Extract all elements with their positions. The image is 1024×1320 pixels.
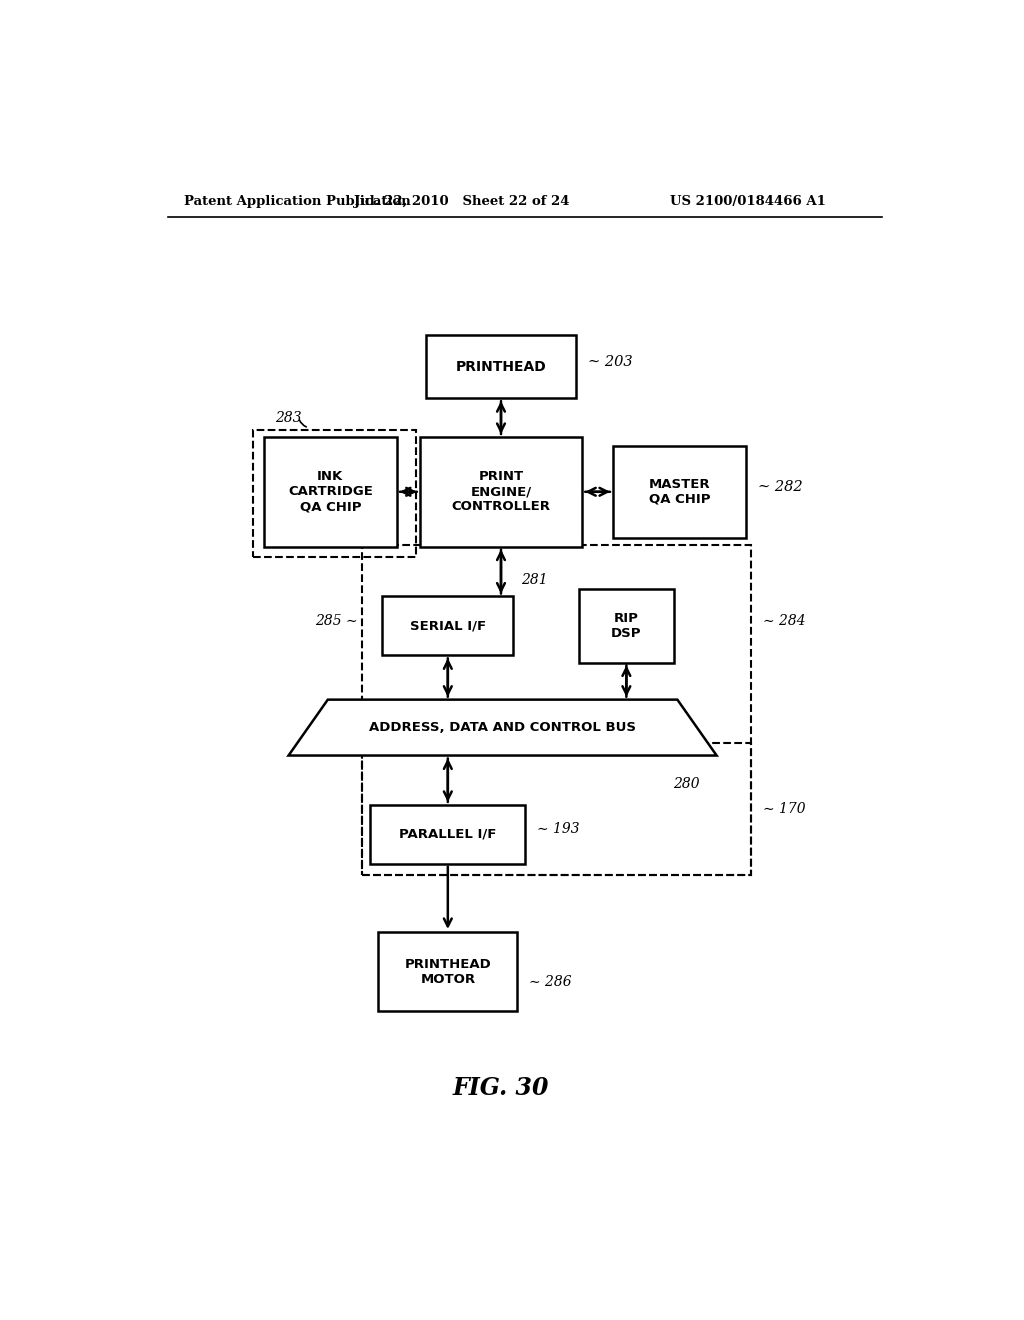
Text: SERIAL I/F: SERIAL I/F <box>410 619 485 632</box>
Text: ∼ 284: ∼ 284 <box>763 614 806 628</box>
Text: 285 ∼: 285 ∼ <box>315 614 358 628</box>
Text: ∼ 286: ∼ 286 <box>529 974 571 989</box>
Bar <box>362 545 751 875</box>
Text: ∼ 170: ∼ 170 <box>763 801 806 816</box>
Text: 280: 280 <box>673 777 699 791</box>
Bar <box>253 430 416 557</box>
Text: US 2100/0184466 A1: US 2100/0184466 A1 <box>671 194 826 207</box>
Text: RIP
DSP: RIP DSP <box>611 612 642 640</box>
Text: INK
CARTRIDGE
QA CHIP: INK CARTRIDGE QA CHIP <box>288 470 373 513</box>
Bar <box>613 446 746 537</box>
Bar <box>426 335 577 399</box>
Bar <box>362 743 751 875</box>
Text: 283: 283 <box>274 411 301 425</box>
Bar <box>379 932 517 1011</box>
Polygon shape <box>289 700 717 755</box>
Text: Patent Application Publication: Patent Application Publication <box>183 194 411 207</box>
Text: MASTER
QA CHIP: MASTER QA CHIP <box>649 478 711 506</box>
Text: PRINT
ENGINE/
CONTROLLER: PRINT ENGINE/ CONTROLLER <box>452 470 551 513</box>
Bar <box>371 805 525 863</box>
Text: PRINTHEAD: PRINTHEAD <box>456 360 547 374</box>
Bar <box>264 437 397 546</box>
Text: ADDRESS, DATA AND CONTROL BUS: ADDRESS, DATA AND CONTROL BUS <box>369 721 636 734</box>
Text: ∼ 193: ∼ 193 <box>538 822 580 837</box>
Bar <box>420 437 583 546</box>
Bar <box>382 597 513 656</box>
Text: PRINTHEAD
MOTOR: PRINTHEAD MOTOR <box>404 957 492 986</box>
Text: PARALLEL I/F: PARALLEL I/F <box>399 828 497 841</box>
Text: Jul. 22, 2010   Sheet 22 of 24: Jul. 22, 2010 Sheet 22 of 24 <box>353 194 569 207</box>
Text: FIG. 30: FIG. 30 <box>453 1076 549 1101</box>
Text: ∼ 203: ∼ 203 <box>588 355 633 368</box>
Text: ∼ 282: ∼ 282 <box>758 479 803 494</box>
Text: 281: 281 <box>521 573 548 587</box>
Bar <box>579 589 674 663</box>
